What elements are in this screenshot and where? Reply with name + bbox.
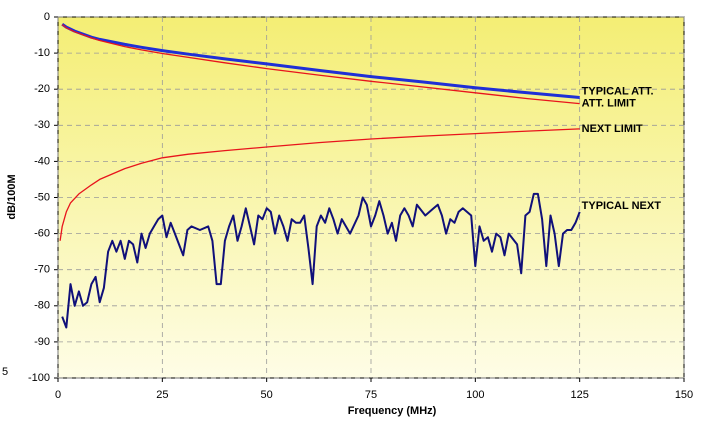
x-axis-title: Frequency (MHz) [348,405,437,417]
corner-text: 5 [2,366,8,378]
x-tick-label: 75 [365,389,377,401]
y-tick-label: -40 [34,155,50,167]
x-tick-label: 150 [675,389,693,401]
series-label: ATT. LIMIT [582,98,636,110]
series-line [59,128,580,241]
y-tick-label: -80 [34,300,50,312]
y-tick-label: -90 [34,336,50,348]
series-line [61,192,581,329]
series-label: TYPICAL NEXT [582,200,662,212]
series-line [61,24,580,105]
y-tick-label: -30 [34,119,50,131]
x-tick-label: 50 [261,389,273,401]
y-axis-title: dB/100M [6,174,18,219]
y-tick-label: -20 [34,83,50,95]
y-tick-label: 0 [44,11,50,23]
x-tick-label: 0 [55,389,61,401]
y-tick-label: -50 [34,191,50,203]
series-label: TYPICAL ATT. [582,85,654,97]
x-tick-label: 100 [466,389,484,401]
series-line [61,22,580,99]
x-tick-label: 25 [156,389,168,401]
y-tick-label: -60 [34,228,50,240]
x-tick-label: 125 [570,389,588,401]
y-tick-label: -70 [34,264,50,276]
y-tick-label: -100 [28,372,50,384]
series-label: NEXT LIMIT [582,123,643,135]
y-tick-label: -10 [34,47,50,59]
